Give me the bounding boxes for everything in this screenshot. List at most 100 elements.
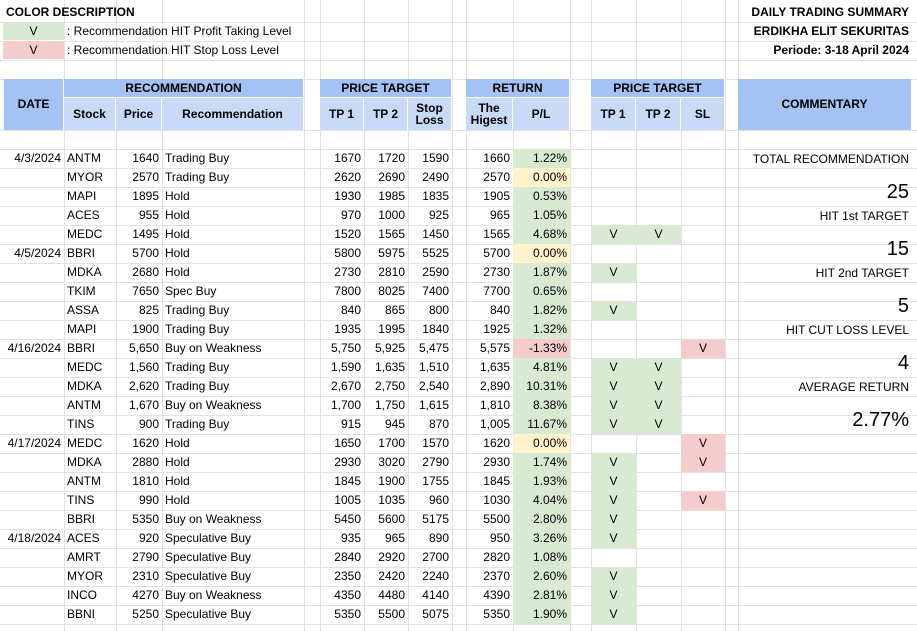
hit-sl-cell [681, 168, 725, 187]
tp1-cell: 5350 [334, 607, 361, 621]
recommendation-cell: Buy on Weakness [165, 398, 262, 412]
pl-cell: 1.93% [513, 472, 570, 491]
stop-loss-cell: 960 [428, 493, 449, 507]
hit-tp1-cell: V [591, 358, 636, 377]
recommendation-cell: Hold [165, 265, 190, 279]
recommendation-cell: Buy on Weakness [165, 341, 262, 355]
legend-stoploss-text: : Recommendation HIT Stop Loss Level [67, 43, 279, 57]
stop-loss-cell: 1570 [422, 436, 449, 450]
highest-cell: 2930 [483, 455, 510, 469]
hit-sl-cell [681, 548, 725, 567]
recommendation-cell: Trading Buy [165, 322, 230, 336]
tp1-cell: 4350 [334, 588, 361, 602]
price-cell: 1,670 [128, 398, 159, 412]
highest-cell: 7700 [483, 284, 510, 298]
date-cell: 4/17/2024 [7, 436, 61, 450]
hit-tp2-cell [636, 548, 681, 567]
tp2-cell: 1000 [378, 208, 405, 222]
table-row: TINS 900 Trading Buy 915 945 870 1,005 11.67% V V [0, 415, 917, 434]
price-cell: 5250 [132, 607, 159, 621]
tp1-cell: 5,750 [330, 341, 361, 355]
tp2-cell: 965 [384, 531, 405, 545]
recommendation-cell: Speculative Buy [165, 569, 252, 583]
table-row: TKIM 7650 Spec Buy 7800 8025 7400 7700 0.65% [0, 282, 917, 301]
price-cell: 2,620 [128, 379, 159, 393]
hit-tp2-cell [636, 491, 681, 510]
recommendation-cell: Trading Buy [165, 379, 230, 393]
tp1-cell: 2840 [334, 550, 361, 564]
tp1-cell: 840 [340, 303, 361, 317]
table-row: ANTM 1810 Hold 1845 1900 1755 1845 1.93% V [0, 472, 917, 491]
tp1-cell: 5450 [334, 512, 361, 526]
price-cell: 1,560 [128, 360, 159, 374]
recommendation-cell: Speculative Buy [165, 550, 252, 564]
pl-cell: 2.60% [513, 567, 570, 586]
commentary-total-value: 25 [886, 181, 909, 203]
hit-tp2-cell [636, 187, 681, 206]
stop-loss-cell: 1840 [422, 322, 449, 336]
hit-sl-cell [681, 225, 725, 244]
highest-cell: 1,005 [479, 417, 510, 431]
table-row: MDKA 2,620 Trading Buy 2,670 2,750 2,540 2,890… [0, 377, 917, 396]
commentary-hit1-value: 15 [886, 238, 909, 260]
table-row: 4/3/2024 ANTM 1640 Trading Buy 1670 1720 1590 1… [0, 149, 917, 168]
tp1-cell: 1520 [334, 227, 361, 241]
stop-loss-cell: 5175 [422, 512, 449, 526]
stock-cell: ASSA [67, 303, 100, 317]
price-cell: 1900 [132, 322, 159, 336]
price-cell: 900 [138, 417, 159, 431]
date-cell [4, 282, 64, 301]
tp1-cell: 1005 [334, 493, 361, 507]
stop-loss-cell: 870 [428, 417, 449, 431]
hit-tp2-cell: V [636, 415, 681, 434]
stop-loss-cell: 1450 [422, 227, 449, 241]
hit-tp2-cell [636, 149, 681, 168]
hit-tp2-cell [636, 244, 681, 263]
stop-loss-cell: 925 [428, 208, 449, 222]
price-cell: 990 [138, 493, 159, 507]
date-cell: 4/5/2024 [14, 246, 61, 260]
pl-cell: 4.04% [513, 491, 570, 510]
recommendation-cell: Trading Buy [165, 360, 230, 374]
hit-sl-cell [681, 529, 725, 548]
price-cell: 5350 [132, 512, 159, 526]
stock-cell: BBNI [67, 607, 96, 621]
stock-cell: ACES [67, 531, 100, 545]
hit-tp2-cell [636, 472, 681, 491]
header-price-target-hit: PRICE TARGET [591, 79, 725, 98]
hit-sl-cell [681, 263, 725, 282]
recommendation-cell: Trading Buy [165, 303, 230, 317]
highest-cell: 1030 [483, 493, 510, 507]
stock-cell: ANTM [67, 474, 101, 488]
tp2-cell: 2690 [378, 170, 405, 184]
summary-title: DAILY TRADING SUMMARY [751, 5, 909, 19]
hit-tp1-cell: V [591, 510, 636, 529]
tp1-cell: 1670 [334, 151, 361, 165]
date-cell [4, 320, 64, 339]
stock-cell: MEDC [67, 227, 103, 241]
date-cell [4, 263, 64, 282]
pl-cell: 2.81% [513, 586, 570, 605]
stock-cell: MEDC [67, 436, 103, 450]
tp1-cell: 970 [340, 208, 361, 222]
stop-loss-cell: 890 [428, 531, 449, 545]
hit-tp1-cell: V [591, 225, 636, 244]
table-row: MYOR 2570 Trading Buy 2620 2690 2490 2570 0.00% [0, 168, 917, 187]
table-row: AMRT 2790 Speculative Buy 2840 2920 2700 2820 1… [0, 548, 917, 567]
hit-tp1-cell: V [591, 301, 636, 320]
highest-cell: 950 [489, 531, 510, 545]
pl-cell: 0.00% [513, 168, 570, 187]
hit-tp1-cell: V [591, 377, 636, 396]
hit-tp1-cell: V [591, 567, 636, 586]
stop-loss-cell: 5075 [422, 607, 449, 621]
hit-tp1-cell: V [591, 605, 636, 624]
recommendation-cell: Trading Buy [165, 151, 230, 165]
hit-tp2-cell: V [636, 358, 681, 377]
pl-cell: 1.74% [513, 453, 570, 472]
hit-sl-cell: V [681, 491, 725, 510]
pl-cell: 1.05% [513, 206, 570, 225]
tp2-cell: 2420 [378, 569, 405, 583]
stock-cell: BBRI [67, 246, 96, 260]
pl-cell: 4.81% [513, 358, 570, 377]
tp2-cell: 3020 [378, 455, 405, 469]
